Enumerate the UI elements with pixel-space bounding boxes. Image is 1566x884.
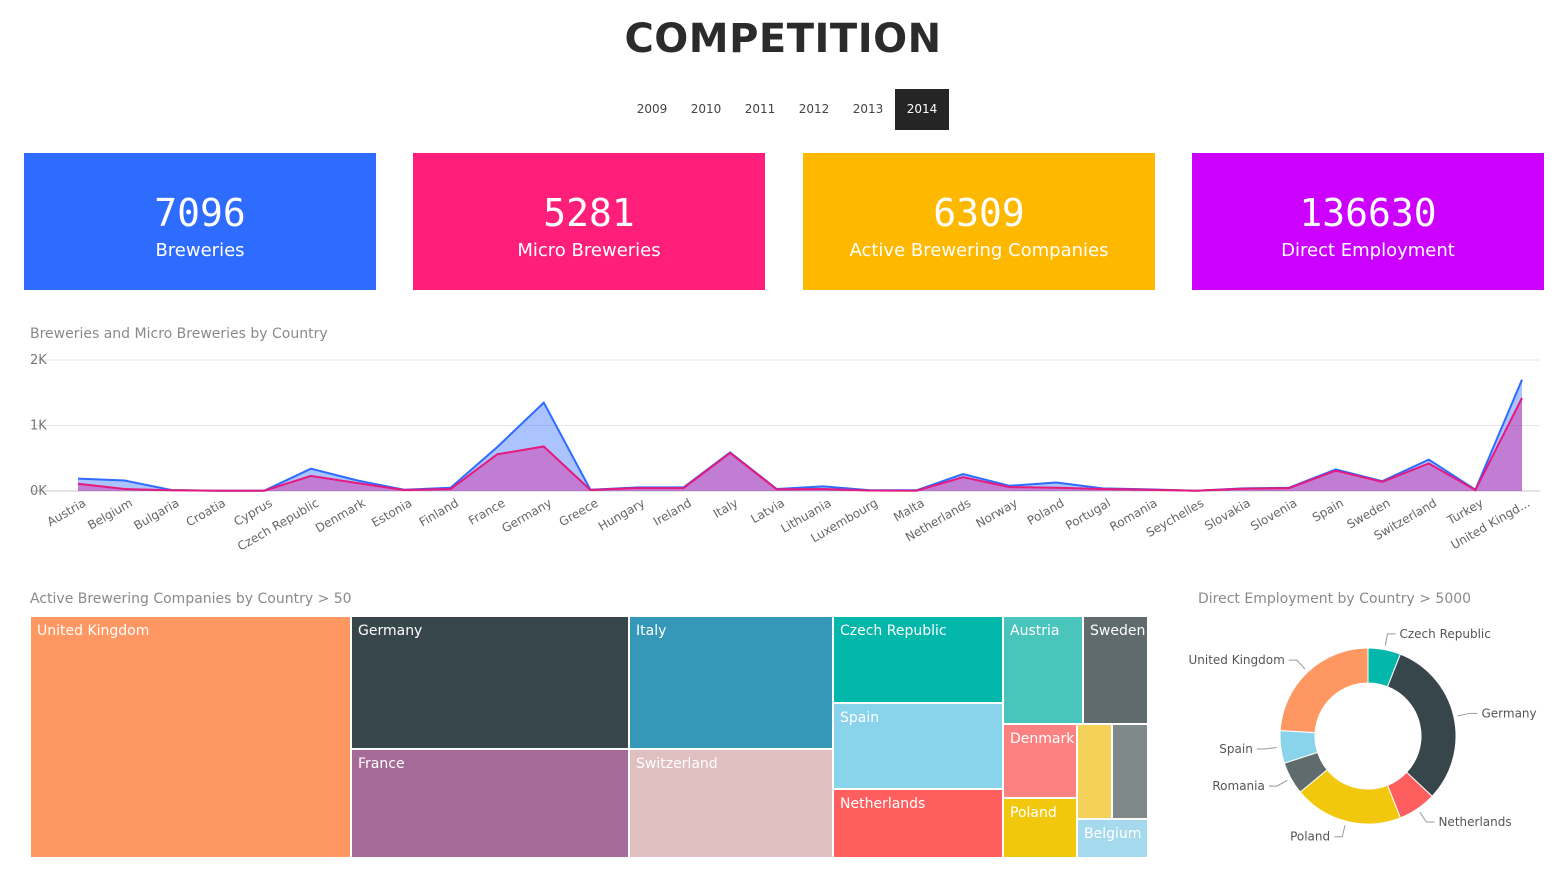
kpi-card-breweries: 7096 Breweries [24, 153, 376, 290]
kpi-label: Active Brewering Companies [849, 240, 1109, 261]
x-tick-label: Ireland [651, 496, 694, 529]
leader-line [1384, 633, 1396, 646]
treemap-label: Denmark [1010, 731, 1075, 747]
leader-line [1268, 779, 1288, 787]
y-tick-label: 0K [30, 484, 47, 499]
leader-line [1457, 712, 1478, 717]
treemap-cell-unlabeled-yellow[interactable] [1077, 724, 1112, 819]
leader-line [1288, 659, 1306, 670]
year-button-2012[interactable]: 2012 [798, 102, 830, 116]
leader-line [1256, 747, 1277, 750]
treemap-label: Czech Republic [840, 623, 947, 639]
kpi-value: 7096 [154, 191, 246, 235]
kpi-card-active-companies: 6309 Active Brewering Companies [803, 153, 1155, 290]
x-tick-label: Denmark [313, 496, 368, 536]
page-title: COMPETITION [624, 16, 942, 62]
x-tick-label: Italy [711, 496, 741, 521]
treemap-cell-netherlands[interactable]: Netherlands [833, 789, 1003, 858]
treemap-cell-germany[interactable]: Germany [351, 616, 629, 749]
y-tick-label: 1K [30, 419, 47, 434]
treemap-label: Spain [840, 710, 880, 726]
x-tick-label: Portugal [1063, 496, 1113, 533]
treemap-label: Germany [358, 623, 423, 639]
year-button-2013[interactable]: 2013 [852, 102, 884, 116]
y-tick-label: 2K [30, 353, 47, 368]
kpi-value: 5281 [543, 191, 635, 235]
treemap-label: United Kingdom [37, 623, 150, 639]
treemap-cell-czech-republic[interactable]: Czech Republic [833, 616, 1003, 703]
year-button-2011[interactable]: 2011 [744, 102, 776, 116]
treemap-label: Belgium [1084, 826, 1142, 842]
year-slicer: 2009 2010 2011 2012 2013 2014 [625, 89, 949, 130]
donut-label: Czech Republic [1399, 627, 1490, 641]
kpi-value: 136630 [1299, 191, 1437, 235]
donut-label: United Kingdom [1188, 653, 1284, 667]
treemap-cell-sweden[interactable]: Sweden [1083, 616, 1148, 724]
x-tick-label: Finland [417, 496, 461, 530]
x-tick-label: Belgium [85, 496, 135, 533]
kpi-label: Direct Employment [1281, 240, 1455, 261]
treemap-label: Austria [1010, 623, 1060, 639]
treemap-label: Italy [636, 623, 667, 639]
treemap-label: Switzerland [636, 756, 718, 772]
x-tick-label: Slovakia [1202, 496, 1253, 533]
treemap-cell-denmark[interactable]: Denmark [1003, 724, 1077, 798]
x-tick-label: Malta [891, 496, 927, 525]
kpi-value: 6309 [933, 191, 1025, 235]
treemap-label: France [358, 756, 405, 772]
x-tick-label: Spain [1310, 496, 1346, 525]
treemap-cell-belgium[interactable]: Belgium [1077, 819, 1148, 858]
treemap-cell-spain[interactable]: Spain [833, 703, 1003, 789]
treemap-label: Poland [1010, 805, 1057, 821]
treemap-label: Sweden [1090, 623, 1146, 639]
x-tick-label: Norway [973, 496, 1019, 531]
kpi-label: Breweries [155, 240, 245, 261]
x-tick-label: Poland [1025, 496, 1067, 528]
leader-line [1334, 824, 1346, 838]
area-chart-title: Breweries and Micro Breweries by Country [30, 326, 328, 342]
treemap-cell-poland[interactable]: Poland [1003, 798, 1077, 858]
kpi-card-micro-breweries: 5281 Micro Breweries [413, 153, 765, 290]
treemap-cell-italy[interactable]: Italy [629, 616, 833, 749]
x-tick-label: Hungary [596, 496, 647, 534]
donut-slice[interactable] [1386, 653, 1457, 797]
donut-label: Germany [1481, 706, 1536, 720]
donut-label: Romania [1212, 779, 1264, 793]
kpi-card-direct-employment: 136630 Direct Employment [1192, 153, 1544, 290]
series-area-0 [78, 379, 1522, 491]
treemap-cell-united-kingdom[interactable]: United Kingdom [30, 616, 351, 858]
donut-label: Netherlands [1438, 815, 1511, 829]
series-line-0 [77, 379, 1523, 492]
donut-slice[interactable] [1279, 647, 1369, 734]
x-tick-label: United Kingd... [1448, 496, 1532, 552]
treemap-cell-switzerland[interactable]: Switzerland [629, 749, 833, 858]
x-tick-label: Slovenia [1248, 496, 1299, 534]
year-button-2010[interactable]: 2010 [690, 102, 722, 116]
x-tick-label: Croatia [184, 496, 228, 530]
treemap-cell-austria[interactable]: Austria [1003, 616, 1083, 724]
treemap-cell-unlabeled-gray[interactable] [1112, 724, 1148, 819]
year-button-2009[interactable]: 2009 [636, 102, 668, 116]
leader-line [1419, 811, 1435, 823]
treemap-cell-france[interactable]: France [351, 749, 629, 858]
x-tick-label: Estonia [369, 496, 414, 530]
x-tick-label: Czech Republic [235, 496, 321, 554]
x-tick-label: Germany [499, 496, 554, 536]
donut-label: Spain [1219, 742, 1253, 756]
treemap-title: Active Brewering Companies by Country > … [30, 591, 352, 607]
treemap-label: Netherlands [840, 796, 926, 812]
year-button-2014[interactable]: 2014 [895, 89, 949, 130]
treemap: United Kingdom Germany France Italy Swit… [30, 616, 1148, 858]
x-tick-label: Greece [557, 496, 601, 529]
kpi-label: Micro Breweries [517, 240, 661, 261]
donut-chart-title: Direct Employment by Country > 5000 [1198, 591, 1472, 607]
x-tick-label: Austria [45, 496, 89, 529]
series-line-1 [77, 397, 1523, 492]
x-tick-label: Bulgaria [131, 496, 181, 533]
donut-label: Poland [1290, 830, 1330, 844]
donut-chart: Czech Republic Germany Netherlands Poland Ro… [1188, 627, 1536, 844]
